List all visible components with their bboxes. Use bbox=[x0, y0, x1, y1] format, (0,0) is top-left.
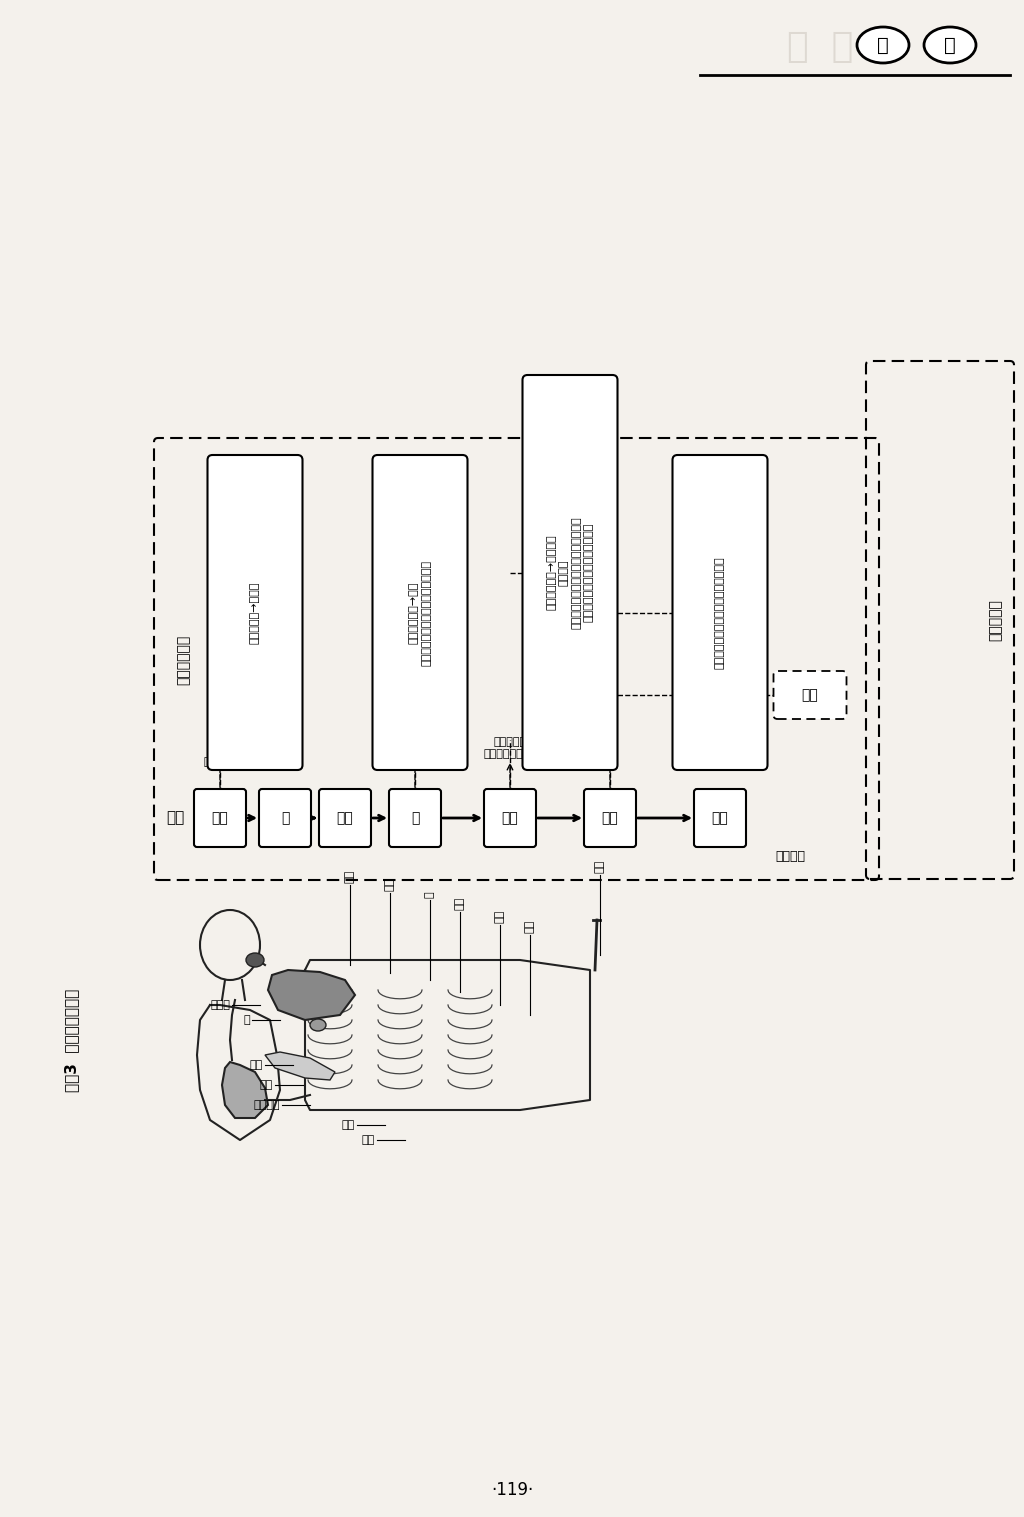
Text: 消化：蛋白质→多肽
吸收：（少量的）酒精、水和无机盐: 消化：蛋白质→多肽 吸收：（少量的）酒精、水和无机盐 bbox=[409, 560, 431, 666]
Text: 胃: 胃 bbox=[411, 812, 419, 825]
Text: 附  录: 附 录 bbox=[786, 30, 853, 64]
FancyBboxPatch shape bbox=[373, 455, 468, 771]
Text: 食道: 食道 bbox=[337, 812, 353, 825]
Text: 小肠: 小肠 bbox=[502, 812, 518, 825]
Text: 录: 录 bbox=[944, 35, 955, 55]
Text: 唾液腺: 唾液腺 bbox=[210, 1000, 230, 1010]
Text: 口腔: 口腔 bbox=[212, 812, 228, 825]
Text: 咍: 咍 bbox=[281, 812, 289, 825]
Text: 食道: 食道 bbox=[385, 878, 395, 890]
Ellipse shape bbox=[246, 953, 264, 966]
Polygon shape bbox=[265, 1051, 335, 1080]
FancyBboxPatch shape bbox=[319, 789, 371, 846]
Text: 口腔: 口腔 bbox=[345, 869, 355, 883]
FancyBboxPatch shape bbox=[259, 789, 311, 846]
FancyBboxPatch shape bbox=[584, 789, 636, 846]
Text: 排渣: 排渣 bbox=[802, 689, 818, 702]
Text: 分泌的消化液: 分泌的消化液 bbox=[176, 636, 190, 686]
Text: 附剙3  人的消化和吸收: 附剙3 人的消化和吸收 bbox=[65, 989, 80, 1092]
Text: 肝门: 肝门 bbox=[712, 812, 728, 825]
Polygon shape bbox=[268, 969, 355, 1019]
Text: 盲肠: 盲肠 bbox=[342, 1120, 355, 1130]
Text: 消化和吸收: 消化和吸收 bbox=[988, 599, 1002, 642]
FancyBboxPatch shape bbox=[673, 455, 768, 771]
FancyBboxPatch shape bbox=[208, 455, 302, 771]
Text: 唾液淀粉酶: 唾液淀粉酶 bbox=[204, 757, 237, 768]
Text: 肝脏: 肝脏 bbox=[250, 1060, 263, 1069]
Text: 肠液、胰液
（肝脏分泌）胆汁: 肠液、胰液 （肝脏分泌）胆汁 bbox=[483, 737, 537, 758]
Text: 甲: 甲 bbox=[244, 1015, 250, 1025]
FancyBboxPatch shape bbox=[694, 789, 746, 846]
Text: 食物: 食物 bbox=[166, 810, 184, 825]
Ellipse shape bbox=[857, 27, 909, 64]
Text: 胃蛋白酶: 胃蛋白酶 bbox=[401, 757, 428, 768]
Polygon shape bbox=[222, 1062, 268, 1118]
Text: 小肠: 小肠 bbox=[525, 919, 535, 933]
Text: 大肠: 大肠 bbox=[602, 812, 618, 825]
Text: 胆囊: 胆囊 bbox=[260, 1080, 273, 1091]
FancyBboxPatch shape bbox=[773, 671, 847, 719]
FancyBboxPatch shape bbox=[484, 789, 536, 846]
Text: 消化：蛋白质→多肽、糖
类、脂肪
吸收：（大量的）葡萄糖、氨基酸、甘
油、脂肪酸、水、无机盐、维生素: 消化：蛋白质→多肽、糖 类、脂肪 吸收：（大量的）葡萄糖、氨基酸、甘 油、脂肪酸… bbox=[547, 516, 594, 630]
Text: 阑尾: 阑尾 bbox=[361, 1135, 375, 1145]
Text: 胃: 胃 bbox=[425, 892, 435, 898]
Ellipse shape bbox=[924, 27, 976, 64]
Ellipse shape bbox=[310, 1019, 326, 1032]
FancyBboxPatch shape bbox=[389, 789, 441, 846]
FancyBboxPatch shape bbox=[522, 375, 617, 771]
Text: 大肠: 大肠 bbox=[495, 910, 505, 922]
Text: 食物残渣: 食物残渣 bbox=[775, 850, 805, 863]
Text: 肛门: 肛门 bbox=[595, 860, 605, 872]
Text: 附: 附 bbox=[878, 35, 889, 55]
Text: 吸收：（少量的）水、无机盐、维生素: 吸收：（少量的）水、无机盐、维生素 bbox=[715, 557, 725, 669]
Text: 腺腺: 腺腺 bbox=[455, 897, 465, 910]
Text: 十二指肠: 十二指肠 bbox=[254, 1100, 280, 1110]
Text: ·119·: ·119· bbox=[490, 1481, 534, 1499]
FancyBboxPatch shape bbox=[194, 789, 246, 846]
Text: 消化：淀粉→麦芽糖: 消化：淀粉→麦芽糖 bbox=[250, 581, 260, 643]
